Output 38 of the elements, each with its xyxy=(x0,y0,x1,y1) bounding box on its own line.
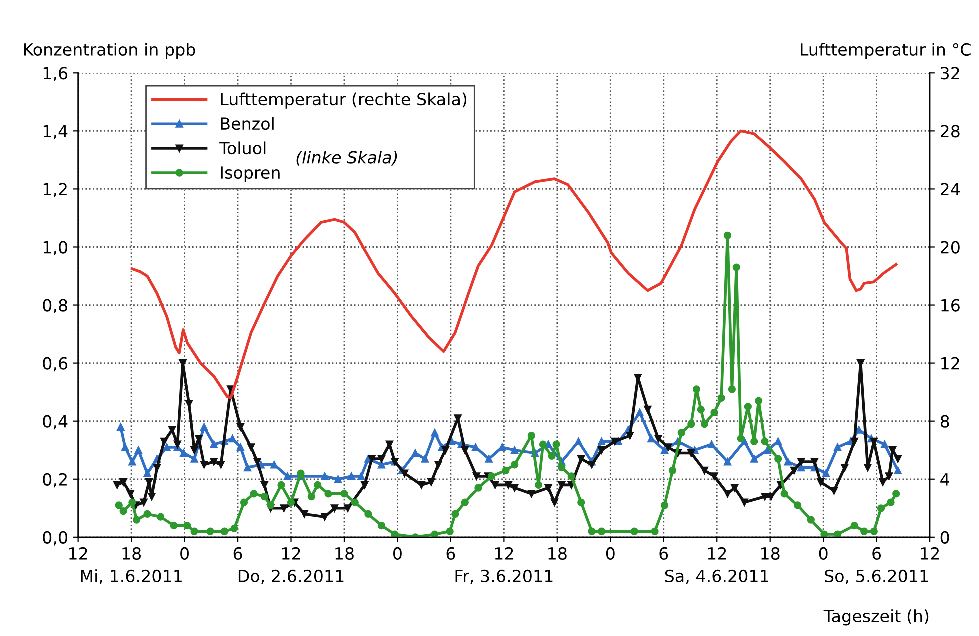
y2-tick-label: 28 xyxy=(940,125,960,138)
legend-label: Toluol xyxy=(220,142,266,155)
y2-tick-label: 32 xyxy=(941,67,960,80)
y-tick-label: 0,8 xyxy=(43,299,68,314)
x-tick-label: 12 xyxy=(921,547,939,560)
x-tick-label: 0 xyxy=(606,547,615,560)
y2-tick-label: 8 xyxy=(940,415,950,428)
y2-tick-label: 12 xyxy=(942,357,960,370)
x-tick-label: 18 xyxy=(336,547,354,560)
y2-tick-label: 20 xyxy=(940,241,960,254)
legend-label: Benzol xyxy=(221,117,274,130)
annotation: (linke Skala) xyxy=(296,150,398,166)
y-tick-label: 0,4 xyxy=(43,415,68,430)
y-axis-title: Konzentration in ppb xyxy=(24,43,196,60)
x-tick-label: 0 xyxy=(819,547,828,560)
x-tick-label: 0 xyxy=(394,547,402,560)
y2-tick-label: 16 xyxy=(942,299,960,312)
x-tick-label: 0 xyxy=(180,547,189,560)
y-tick-label: 1,2 xyxy=(44,183,67,198)
y-tick-label: 1,6 xyxy=(44,67,68,82)
line-series xyxy=(131,130,898,400)
x-tick-label: 6 xyxy=(660,547,668,560)
y2-tick-label: 24 xyxy=(940,183,960,196)
y-tick-label: 1,0 xyxy=(44,241,68,256)
x-axis-title: Tageszeit (h) xyxy=(824,610,929,626)
y-tick-label: 0,6 xyxy=(43,357,68,372)
legend-label: Lufttemperatur (rechte Skala) xyxy=(221,92,467,109)
legend-label: Isopren xyxy=(221,166,280,182)
y2-axis-title: Lufttemperatur in °C xyxy=(801,43,971,60)
y2-tick-label: 0 xyxy=(940,531,950,544)
x-tick-label: 18 xyxy=(762,547,780,560)
x-tick-label: 6 xyxy=(234,547,242,560)
y-tick-label: 0,2 xyxy=(43,473,67,488)
y-tick-label: 0,0 xyxy=(43,531,68,546)
x-tick-label: 12 xyxy=(70,547,88,560)
y-tick-label: 1,4 xyxy=(44,125,68,140)
x-tick-label: 6 xyxy=(446,547,456,560)
y2-tick-label: 4 xyxy=(940,474,950,486)
